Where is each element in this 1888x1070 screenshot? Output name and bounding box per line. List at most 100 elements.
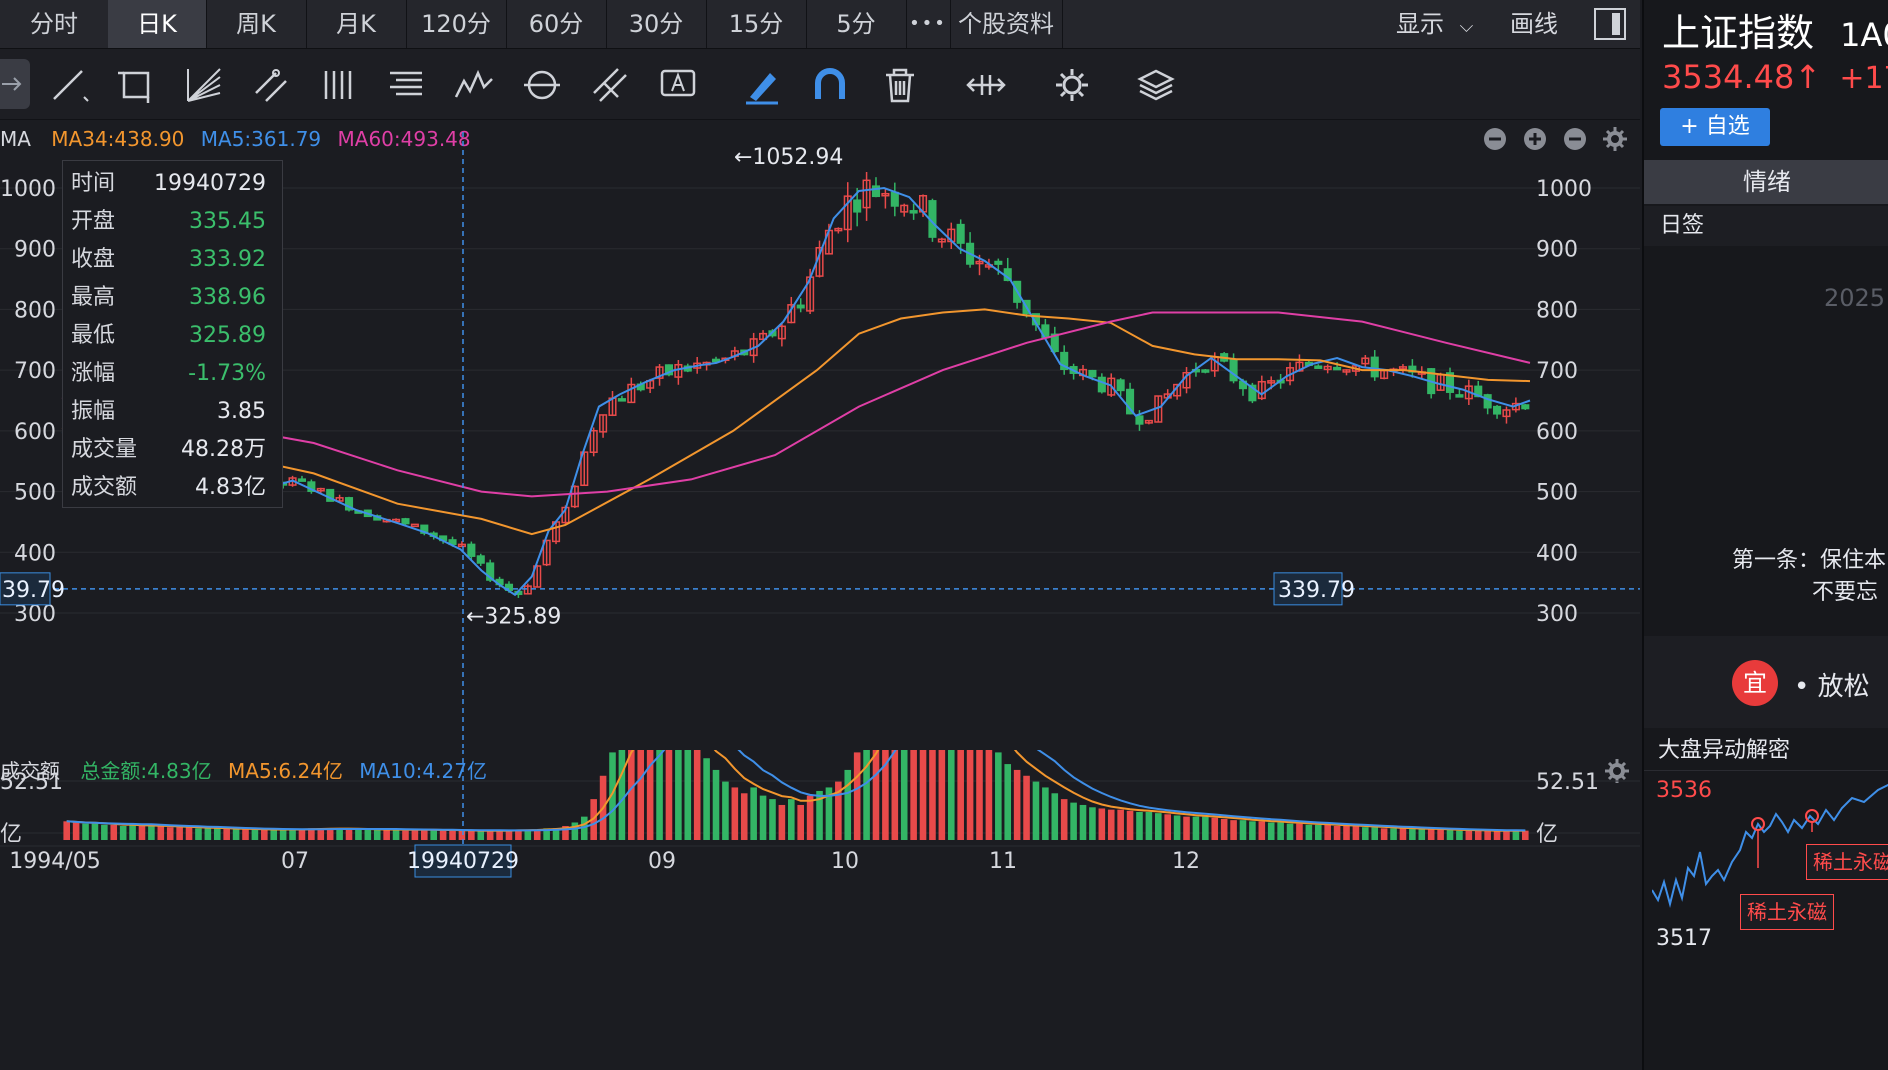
x-tick-label: 11 [989,849,1017,874]
event-marker-icon[interactable] [1805,809,1819,823]
volume-bar [1474,830,1482,840]
volume-bar [402,830,409,840]
info-value: -1.73% [188,361,266,386]
chart-settings-gear-icon[interactable] [1603,127,1627,151]
volume-bar [1286,823,1294,840]
candle-body [1144,419,1153,424]
zoom-out-icon[interactable] [1484,128,1506,150]
tab-120min[interactable]: 120分 [406,0,507,48]
candle-body [834,227,843,232]
channel-tool-icon[interactable] [250,63,294,107]
mini-intraday-chart[interactable] [1652,780,1888,950]
volume-bar [1183,816,1190,840]
volume-bar [496,830,503,840]
tab-daily-k[interactable]: 日K [108,0,207,48]
info-key: 成交额 [71,475,138,500]
tab-60min[interactable]: 60分 [506,0,607,48]
candle-body [486,562,495,581]
expand-horizontal-icon[interactable] [964,63,1008,107]
ma5-line [61,186,1531,597]
crosshair-price-left-text: 39.79 [2,578,65,603]
low-marker-label: ←325.89 [466,604,561,629]
candle-body [401,518,410,525]
cursor-tool-icon[interactable] [0,59,30,109]
info-value: 325.89 [189,323,266,348]
cycle-tool-icon[interactable] [520,63,564,107]
x-tick-label: 07 [281,849,309,874]
volume-bar [261,829,268,840]
fan-tool-icon[interactable] [182,63,226,107]
volume-bar [421,829,428,840]
event-tag-1[interactable]: 稀土永磁 [1806,844,1888,880]
candle-body [975,260,984,265]
volume-bar [1042,787,1049,840]
more-tabs-button[interactable]: ••• [906,0,951,48]
magnet-icon[interactable] [808,63,852,107]
volume-bar [157,825,165,840]
mini-chart-low: 3517 [1656,926,1712,951]
volume-bar [251,829,259,840]
add-watchlist-button[interactable]: + 自选 [1660,108,1770,146]
volume-bar [1230,820,1237,840]
info-row: 最低 325.89 [71,317,266,355]
volume-bar [279,829,287,840]
candle-body [335,497,344,502]
candle-body [1361,357,1370,365]
display-menu-button[interactable]: 显示 ⌵ [1396,0,1473,48]
ma-prefix: MA [0,127,31,151]
collapse-icon[interactable] [1564,128,1586,150]
volume-bar [900,750,908,840]
volume-bar [1126,810,1134,840]
volume-bar [628,750,635,840]
trash-icon[interactable] [878,63,922,107]
tab-30min[interactable]: 30分 [606,0,707,48]
candle-body [599,414,608,433]
tab-timeshare[interactable]: 分时 [0,0,109,48]
wave-tool-icon[interactable] [452,63,496,107]
candle-body [627,383,636,404]
volume-bar [985,750,993,840]
volume-bar [468,830,475,840]
gann-tool-icon[interactable] [588,63,632,107]
tab-15min[interactable]: 15分 [706,0,807,48]
volume-bar [1155,813,1162,840]
info-key: 涨幅 [71,361,116,386]
volume-bar [543,828,550,840]
horizontal-lines-tool-icon[interactable] [384,63,428,107]
volume-bar [1503,830,1510,840]
volume-bar [308,828,315,840]
info-row: 开盘 335.45 [71,203,266,241]
y-tick-label-right: 500 [1536,481,1578,506]
tab-5min[interactable]: 5分 [806,0,907,48]
event-tag-2[interactable]: 稀土永磁 [1740,894,1834,930]
yi-text: • 放松 [1794,672,1870,702]
volume-bar [1409,828,1416,840]
candle-body [617,398,626,402]
highlighter-icon[interactable] [740,63,784,107]
index-change: +17. [1839,61,1888,96]
volume-bar [336,828,343,840]
candle-body [467,543,476,557]
y-tick-label-left: 400 [14,541,56,566]
settings-gear-icon[interactable] [1050,63,1094,107]
volume-bar [176,827,183,840]
ma60-line [61,311,1531,498]
zoom-in-icon[interactable] [1524,128,1546,150]
tab-stock-profile[interactable]: 个股资料 [950,0,1063,48]
tab-sentiment[interactable]: 情绪 [1644,160,1888,204]
vertical-lines-tool-icon[interactable] [318,63,362,107]
text-annotation-tool-icon[interactable] [656,63,700,107]
line-tool-icon[interactable] [48,63,92,107]
sign-line-1: 第一条：保住本 [1732,548,1887,573]
volume-bar [872,750,880,840]
y-tick-label-right: 1000 [1536,177,1592,202]
candle-body [1333,366,1342,371]
tab-weekly-k[interactable]: 周K [206,0,307,48]
panel-toggle-icon[interactable] [1594,8,1626,40]
volume-bar [1314,824,1322,840]
tab-monthly-k[interactable]: 月K [306,0,407,48]
rectangle-tool-icon[interactable] [114,63,158,107]
layers-icon[interactable] [1134,63,1178,107]
draw-line-button[interactable]: 画线 [1510,10,1558,38]
